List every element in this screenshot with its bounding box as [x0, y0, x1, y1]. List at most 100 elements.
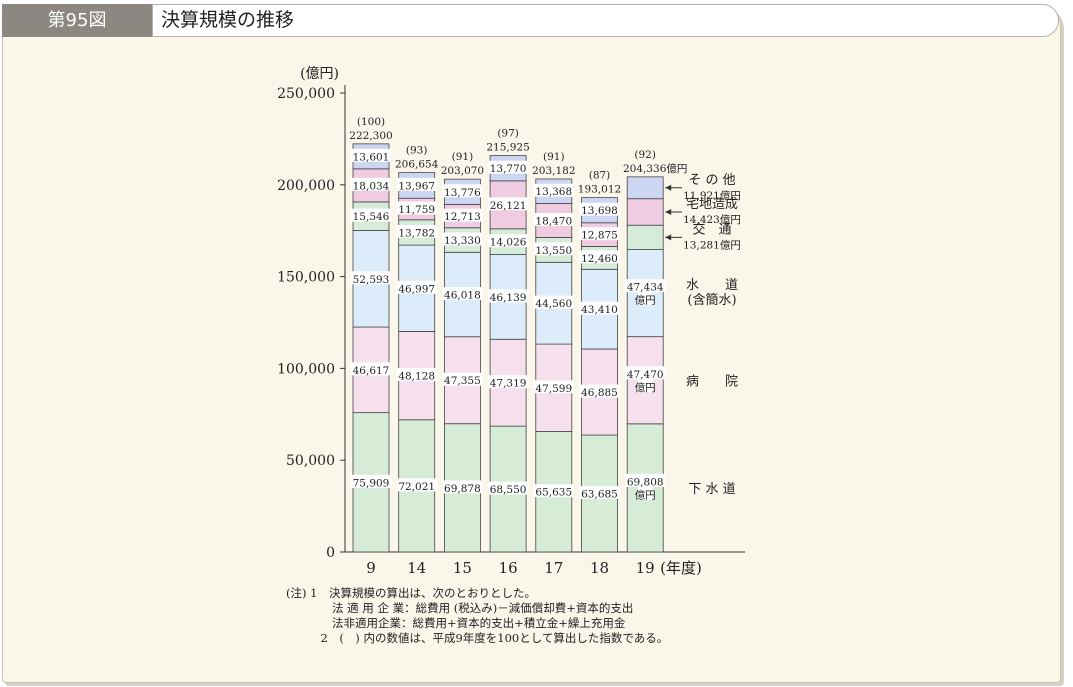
data-label: 13,330	[444, 235, 481, 247]
y-tick-label: 50,000	[286, 453, 335, 469]
bar-segment-other	[626, 176, 664, 200]
data-label: 44,560	[535, 298, 572, 310]
data-label-bg	[442, 208, 483, 222]
y-tick-label: 100,000	[277, 361, 335, 377]
data-label: 12,460	[581, 253, 618, 265]
data-label: 46,885	[581, 387, 618, 399]
figure-number: 第95図	[2, 4, 152, 37]
series-value-label: 14,423億円	[683, 213, 741, 226]
data-label-bg	[350, 474, 392, 488]
data-label-bg	[625, 473, 666, 487]
data-label: 47,355	[444, 375, 481, 387]
index-label: (93)	[406, 145, 428, 157]
note-line: 法 適 用 企 業：総費用 (税込み)－減価償却費+資本的支出	[286, 601, 634, 615]
bar-segment-housing	[626, 198, 664, 226]
x-tick-label: 19	[636, 559, 655, 577]
figure-panel	[2, 4, 1061, 683]
bar-segment-transport	[626, 224, 664, 250]
data-label-bg	[487, 197, 529, 211]
data-label-bg	[625, 279, 666, 293]
total-label: 215,925	[486, 142, 529, 154]
data-label-bg	[396, 224, 437, 238]
index-label: (91)	[452, 151, 474, 163]
data-label-bg	[637, 292, 653, 306]
data-label-bg	[487, 160, 529, 174]
data-label: 43,410	[581, 304, 618, 316]
data-label-bg	[533, 295, 574, 309]
data-label-bg	[533, 242, 574, 256]
note-line: 法非適用企業：総費用+資本的支出+積立金+繰上充用金	[286, 616, 626, 630]
note-line: (注) 1 決算規模の算出は、次のとおりとした。	[286, 586, 536, 600]
data-label: 13,770	[490, 163, 527, 175]
index-label: (100)	[357, 116, 385, 128]
data-label: 13,698	[581, 205, 618, 217]
y-unit-label: (億円)	[300, 66, 339, 82]
data-label: 72,021	[398, 481, 435, 493]
y-tick-label: 250,000	[277, 86, 335, 102]
data-label: 69,878	[444, 483, 481, 495]
data-label: 47,599	[535, 383, 572, 395]
data-label: 13,550	[535, 245, 572, 257]
data-label: 億円	[635, 488, 656, 501]
data-label-bg	[396, 201, 437, 215]
data-label-bg	[533, 380, 574, 394]
data-label: 13,967	[398, 180, 435, 192]
chart-notes: (注) 1 決算規模の算出は、次のとおりとした。 法 適 用 企 業：総費用 (…	[286, 586, 668, 646]
data-label-bg	[350, 177, 392, 191]
data-label: 13,368	[535, 186, 572, 198]
side-label-arrowhead	[665, 184, 672, 191]
x-tick-label: 15	[453, 559, 472, 577]
x-axis-suffix: (年度)	[660, 559, 702, 577]
data-label: 47,319	[490, 378, 527, 390]
data-label-bg	[637, 486, 653, 500]
series-value-label: (含簡水)	[687, 292, 736, 308]
x-tick-label: 16	[499, 559, 518, 577]
data-label-bg	[579, 227, 620, 241]
data-label: 18,470	[535, 215, 572, 227]
series-name-label: 宅地造成	[686, 197, 738, 212]
data-label: 75,909	[353, 477, 390, 489]
data-label-bg	[579, 250, 620, 264]
data-label: 11,759	[398, 204, 435, 216]
index-label: (92)	[634, 149, 656, 161]
side-label-arrowhead	[665, 234, 672, 241]
data-label: 46,018	[444, 290, 481, 302]
data-label-bg	[396, 478, 437, 492]
data-label: 12,875	[581, 230, 618, 242]
data-label-bg	[487, 375, 529, 389]
index-label: (87)	[589, 170, 611, 182]
data-label-bg	[533, 183, 574, 197]
figure-title: 決算規模の推移	[152, 4, 1059, 37]
total-label: 222,300	[349, 130, 392, 142]
series-value-label: 11,921億円	[683, 189, 741, 202]
data-label-bg	[442, 184, 483, 198]
series-name-label: そ の 他	[688, 173, 735, 188]
data-label-bg	[533, 484, 574, 498]
x-tick-label: 17	[544, 559, 563, 577]
index-label: (91)	[543, 151, 565, 163]
data-label-bg	[442, 232, 483, 246]
data-label-bg	[579, 384, 620, 398]
data-label: 69,808	[627, 476, 664, 488]
data-label: 13,782	[398, 227, 435, 239]
series-name-label: 水 道	[686, 278, 738, 293]
y-tick-label: 0	[326, 545, 335, 561]
data-label: 13,601	[353, 151, 390, 163]
data-label: 46,139	[490, 292, 527, 304]
data-label: 14,026	[490, 237, 527, 249]
data-label: 65,635	[535, 487, 572, 499]
data-label-bg	[533, 212, 574, 226]
data-label-bg	[487, 481, 529, 495]
figure-header: 第95図 決算規模の推移	[2, 4, 1059, 37]
data-label: 18,034	[353, 180, 390, 192]
data-label: 48,128	[398, 371, 435, 383]
y-tick-label: 150,000	[277, 270, 335, 286]
data-label: 52,593	[353, 274, 390, 286]
data-label-bg	[396, 177, 437, 191]
total-label: 203,070	[441, 165, 484, 177]
data-label: 億円	[635, 294, 656, 307]
data-label-bg	[350, 148, 392, 162]
data-label-bg	[396, 368, 437, 382]
